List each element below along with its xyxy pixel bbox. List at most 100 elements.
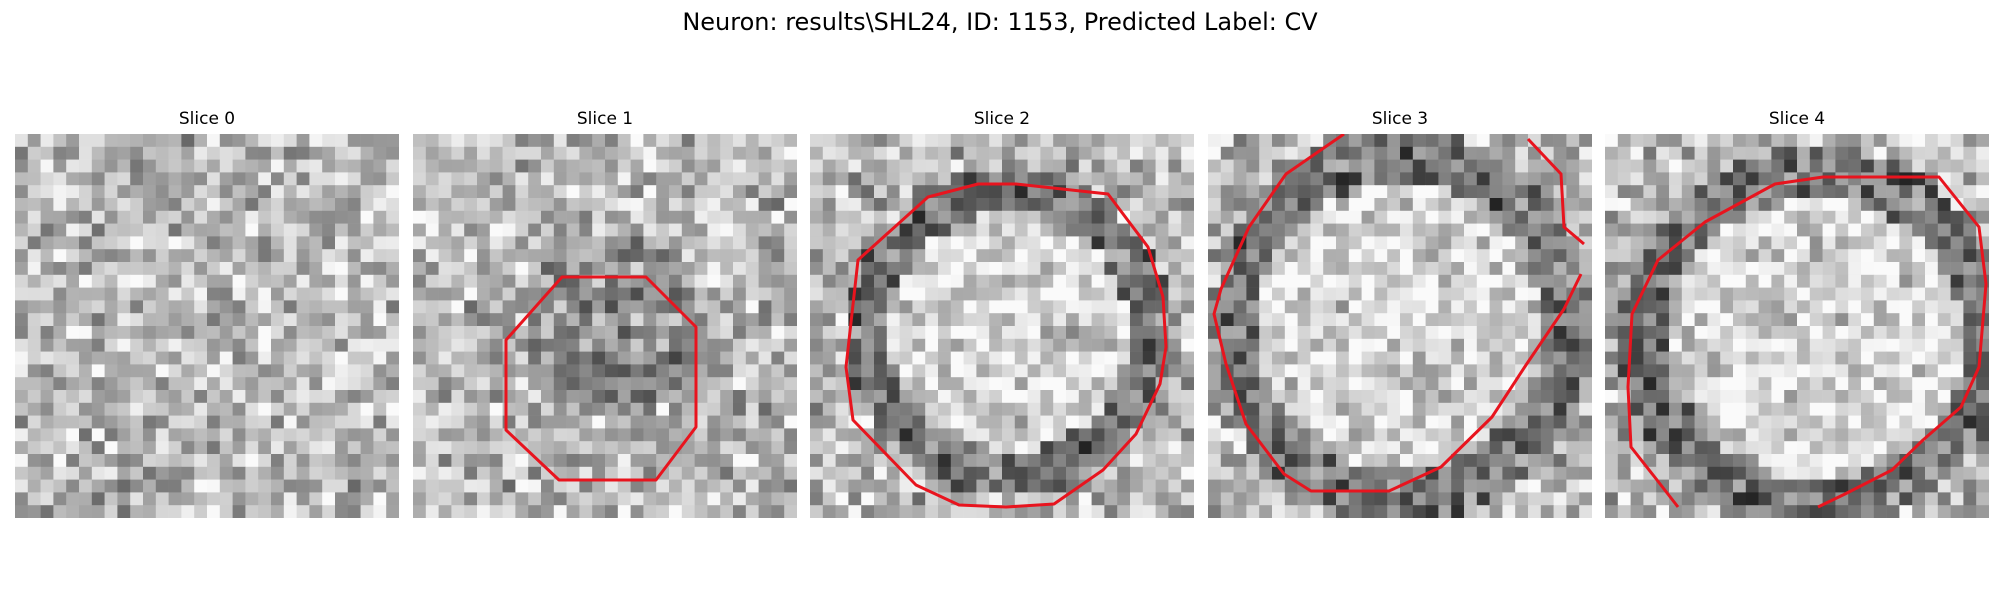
pixel [1233, 185, 1247, 199]
pixel [1886, 377, 1900, 391]
pixel [360, 466, 374, 480]
pixel [707, 313, 721, 327]
pixel [1387, 428, 1401, 442]
pixel [477, 223, 491, 237]
pixel [1553, 377, 1567, 391]
pixel [283, 287, 297, 301]
pixel [1861, 364, 1875, 378]
pixel [592, 313, 606, 327]
pixel [477, 326, 491, 340]
pixel [1681, 364, 1695, 378]
pixel [1502, 454, 1516, 468]
pixel [1374, 172, 1388, 186]
pixel [155, 172, 169, 186]
pixel [1605, 441, 1619, 455]
pixel [1464, 505, 1478, 518]
pixel [309, 313, 323, 327]
pixel [784, 364, 797, 378]
pixel [1540, 402, 1554, 416]
pixel [963, 300, 977, 314]
pixel [1078, 364, 1092, 378]
pixel [1950, 364, 1964, 378]
pixel [1412, 313, 1426, 327]
pixel [1259, 326, 1273, 340]
pixel [413, 287, 427, 301]
pixel [464, 505, 478, 518]
pixel [861, 402, 875, 416]
pixel [694, 287, 708, 301]
pixel [1040, 262, 1054, 276]
pixel [27, 146, 41, 160]
pixel [1181, 454, 1194, 468]
pixel [489, 428, 503, 442]
pixel [707, 249, 721, 263]
pixel [1617, 185, 1631, 199]
pixel [1284, 300, 1298, 314]
pixel [413, 134, 427, 148]
pixel [938, 326, 952, 340]
pixel [1066, 223, 1080, 237]
pixel [1464, 428, 1478, 442]
pixel [1246, 351, 1260, 365]
pixel [130, 338, 144, 352]
pixel [1822, 466, 1836, 480]
pixel [1284, 364, 1298, 378]
pixel [822, 377, 836, 391]
pixel [360, 454, 374, 468]
pixel [592, 415, 606, 429]
pixel [1451, 134, 1465, 148]
pixel [899, 377, 913, 391]
pixel [1489, 454, 1503, 468]
pixel [989, 377, 1003, 391]
pixel [322, 249, 336, 263]
pixel [541, 223, 555, 237]
pixel [322, 390, 336, 404]
pixel [566, 172, 580, 186]
pixel [130, 300, 144, 314]
pixel [617, 338, 631, 352]
pixel [464, 159, 478, 173]
pixel [1053, 249, 1067, 263]
pixel [1873, 338, 1887, 352]
pixel [1438, 441, 1452, 455]
pixel [425, 274, 439, 288]
pixel [528, 505, 542, 518]
pixel [1336, 441, 1350, 455]
pixel [283, 134, 297, 148]
pixel [1181, 492, 1194, 506]
pixel [758, 159, 772, 173]
pixel [1297, 364, 1311, 378]
pixel [438, 249, 452, 263]
pixel [707, 198, 721, 212]
pixel [1374, 415, 1388, 429]
pixel [1848, 364, 1862, 378]
pixel [258, 428, 272, 442]
pixel [1130, 466, 1144, 480]
pixel [283, 262, 297, 276]
pixel [1912, 287, 1926, 301]
pixel [477, 479, 491, 493]
pixel [1822, 262, 1836, 276]
pixel [1784, 364, 1798, 378]
pixel [477, 402, 491, 416]
pixel [1528, 479, 1542, 493]
pixel [976, 300, 990, 314]
pixel [1297, 249, 1311, 263]
pixel [181, 185, 195, 199]
pixel [15, 172, 29, 186]
pixel [617, 313, 631, 327]
pixel [938, 172, 952, 186]
pixel [1220, 300, 1234, 314]
pixel [283, 223, 297, 237]
pixel [976, 249, 990, 263]
pixel [1733, 210, 1747, 224]
pixel [976, 223, 990, 237]
pixel [1963, 326, 1977, 340]
pixel [1297, 466, 1311, 480]
pixel [605, 441, 619, 455]
pixel [1336, 249, 1350, 263]
pixel [1014, 338, 1028, 352]
pixel [322, 466, 336, 480]
pixel [373, 287, 387, 301]
pixel [669, 364, 683, 378]
